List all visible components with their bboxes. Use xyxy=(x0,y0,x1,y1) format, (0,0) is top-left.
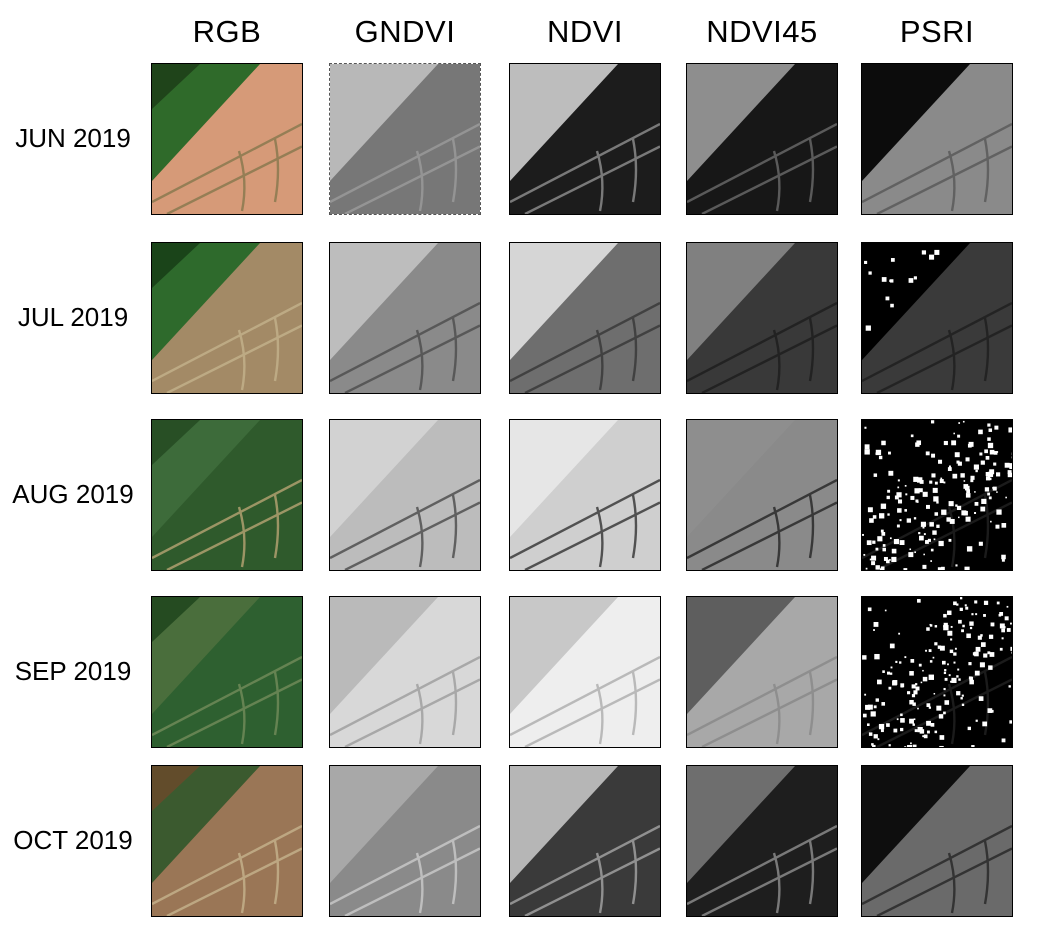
tile-image xyxy=(330,766,480,916)
row-header-jun-2019: JUN 2019 xyxy=(15,123,131,153)
row-header-jul-2019: JUL 2019 xyxy=(17,302,129,332)
tile-ndvi-oct-2019 xyxy=(509,765,661,917)
tile-ndvi-aug-2019 xyxy=(509,419,661,571)
tile-psri-aug-2019 xyxy=(861,419,1013,571)
row-header-oct-2019: OCT 2019 xyxy=(13,825,133,855)
column-header-ndvi45: NDVI45 xyxy=(706,14,818,49)
row-header-sep-2019: SEP 2019 xyxy=(14,656,132,686)
tile-ndvi-sep-2019 xyxy=(509,596,661,748)
tile-ndvi-jul-2019 xyxy=(509,242,661,394)
tile-rgb-aug-2019 xyxy=(151,419,303,571)
tile-image xyxy=(152,243,302,393)
tile-image xyxy=(862,597,1012,747)
column-header-gndvi: GNDVI xyxy=(354,14,456,49)
tile-image xyxy=(687,243,837,393)
tile-image xyxy=(330,597,480,747)
tile-image xyxy=(510,766,660,916)
tile-rgb-jun-2019 xyxy=(151,63,303,215)
tile-ndvi45-sep-2019 xyxy=(686,596,838,748)
column-header-rgb: RGB xyxy=(192,14,262,49)
tile-ndvi45-jun-2019 xyxy=(686,63,838,215)
tile-gndvi-oct-2019 xyxy=(329,765,481,917)
tile-rgb-sep-2019 xyxy=(151,596,303,748)
tile-image xyxy=(510,420,660,570)
tile-gndvi-jun-2019 xyxy=(329,63,481,215)
column-header-psri: PSRI xyxy=(899,14,975,49)
tile-ndvi45-jul-2019 xyxy=(686,242,838,394)
tile-image xyxy=(152,597,302,747)
row-header-aug-2019: AUG 2019 xyxy=(12,479,134,509)
tile-gndvi-aug-2019 xyxy=(329,419,481,571)
tile-image xyxy=(862,243,1012,393)
column-header-ndvi: NDVI xyxy=(546,14,624,49)
tile-ndvi45-aug-2019 xyxy=(686,419,838,571)
tile-image xyxy=(862,64,1012,214)
tile-image xyxy=(330,243,480,393)
tile-image xyxy=(330,420,480,570)
tile-image xyxy=(510,597,660,747)
tile-ndvi45-oct-2019 xyxy=(686,765,838,917)
tile-image xyxy=(330,64,480,214)
tile-image xyxy=(152,420,302,570)
tile-ndvi-jun-2019 xyxy=(509,63,661,215)
tile-gndvi-jul-2019 xyxy=(329,242,481,394)
tile-image xyxy=(152,64,302,214)
tile-image xyxy=(510,64,660,214)
tile-psri-sep-2019 xyxy=(861,596,1013,748)
tile-image xyxy=(687,420,837,570)
tile-psri-jul-2019 xyxy=(861,242,1013,394)
tile-image xyxy=(862,766,1012,916)
tile-rgb-jul-2019 xyxy=(151,242,303,394)
tile-psri-jun-2019 xyxy=(861,63,1013,215)
tile-psri-oct-2019 xyxy=(861,765,1013,917)
tile-image xyxy=(687,766,837,916)
tile-rgb-oct-2019 xyxy=(151,765,303,917)
tile-image xyxy=(687,597,837,747)
tile-image xyxy=(862,420,1012,570)
tile-image xyxy=(510,243,660,393)
tile-image xyxy=(152,766,302,916)
tile-gndvi-sep-2019 xyxy=(329,596,481,748)
tile-image xyxy=(687,64,837,214)
